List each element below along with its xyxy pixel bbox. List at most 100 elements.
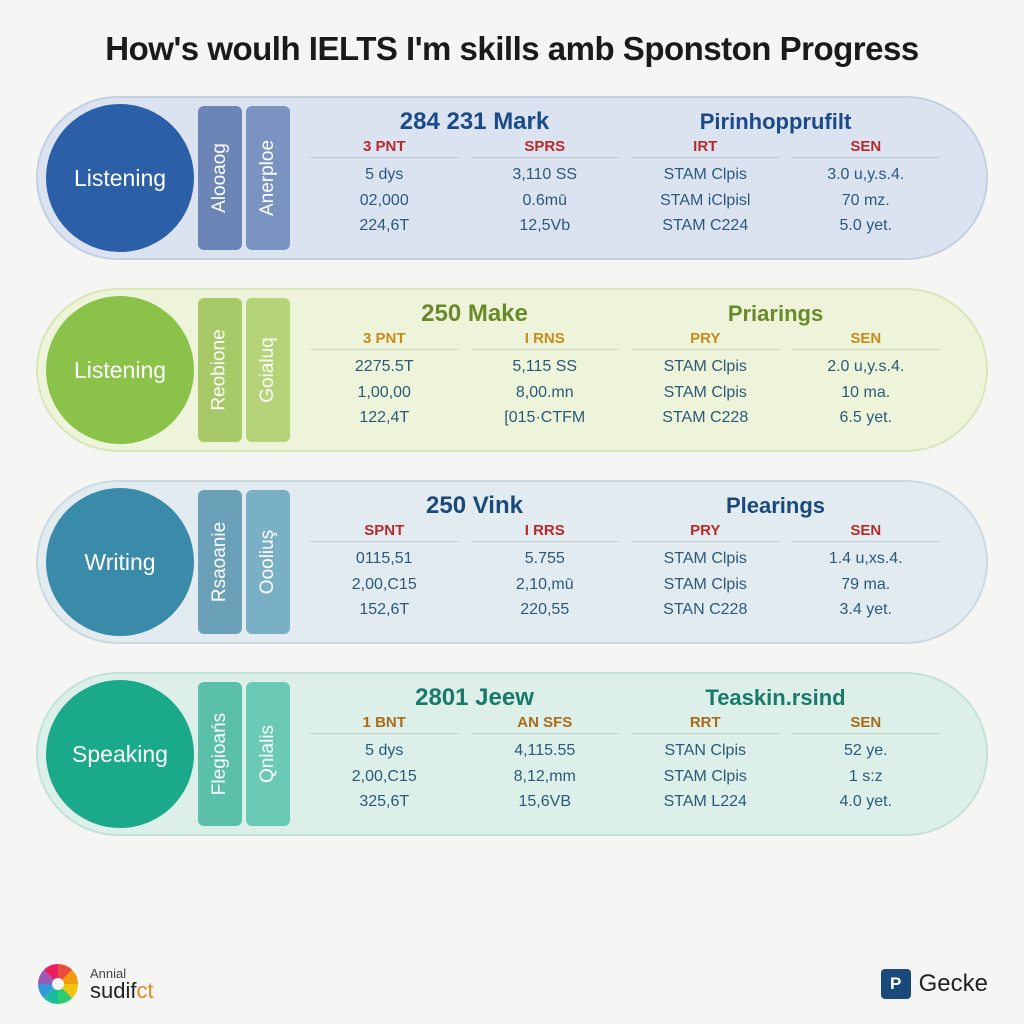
column-value: 0.6mū bbox=[471, 188, 620, 214]
skill-circle: Listening bbox=[46, 296, 194, 444]
column-value: 2275.5T bbox=[310, 354, 459, 380]
column-value: 12,5Vb bbox=[471, 213, 620, 239]
column-header: SEN bbox=[792, 714, 941, 734]
row-content: 250 Vink Plearings SPNT 0115,512,00,C15152,… bbox=[296, 482, 986, 642]
header-right: Pirinhopprufilt bbox=[665, 109, 946, 135]
data-column: 3 PNT5 dys02,000224,6T bbox=[304, 138, 465, 248]
column-value: 5.0 yet. bbox=[792, 213, 941, 239]
column-value: 1.4 u,xs.4. bbox=[792, 546, 941, 572]
header-right: Teaskin.rsind bbox=[665, 685, 946, 711]
column-header: IRT bbox=[631, 138, 780, 158]
vertical-tab: Rsaoanie bbox=[198, 490, 242, 634]
column-value: 1,00,00 bbox=[310, 380, 459, 406]
page-title: How's woulh IELTS I'm skills amb Sponsto… bbox=[36, 30, 988, 68]
column-value: [015·CTFM bbox=[471, 405, 620, 431]
footer: Annial sudifct P Gecke bbox=[36, 962, 988, 1006]
column-value: 224,6T bbox=[310, 213, 459, 239]
row-content: 284 231 MarkPirinhopprufilt3 PNT5 dys02,… bbox=[296, 98, 986, 258]
column-value: 15,6VB bbox=[471, 789, 620, 815]
skill-row: SpeakingFlegioańsQnlalis2801 JeewTeaskin… bbox=[36, 672, 988, 836]
data-column: 3 PNT2275.5T1,00,00122,4T bbox=[304, 330, 465, 440]
column-header: SEN bbox=[792, 522, 941, 542]
column-value: STAM C224 bbox=[631, 213, 780, 239]
column-value: STAN Clpis bbox=[631, 738, 780, 764]
column-value: 70 mz. bbox=[792, 188, 941, 214]
column-header: SEN bbox=[792, 330, 941, 350]
header-right: Plearings bbox=[665, 493, 946, 519]
data-column: SEN 2.0 u,y.s.4.10 ma.6.5 yet. bbox=[786, 330, 947, 440]
column-header: SPRS bbox=[471, 138, 620, 158]
vertical-tab: Goialuq bbox=[246, 298, 290, 442]
vertical-tab: Alooaog bbox=[198, 106, 242, 250]
column-header: SPNT bbox=[310, 522, 459, 542]
column-value: STAM Clpis bbox=[631, 162, 780, 188]
vertical-tab: Qnlalis bbox=[246, 682, 290, 826]
data-column: I RRS5.7552,10,mū220,55 bbox=[465, 522, 626, 632]
column-value: 122,4T bbox=[310, 405, 459, 431]
data-column: IRT STAM ClpisSTAM iClpislSTAM C224 bbox=[625, 138, 786, 248]
column-value: 8,00.mn bbox=[471, 380, 620, 406]
column-value: 4.0 yet. bbox=[792, 789, 941, 815]
column-value: STAN C228 bbox=[631, 597, 780, 623]
vertical-tab: Anerploe bbox=[246, 106, 290, 250]
skill-row: ListeningReobioneGoialuq 250 Make Priaring… bbox=[36, 288, 988, 452]
column-value: 0115,51 bbox=[310, 546, 459, 572]
column-header: 3 PNT bbox=[310, 138, 459, 158]
column-value: 10 ma. bbox=[792, 380, 941, 406]
column-value: STAM Clpis bbox=[631, 764, 780, 790]
header-left: 250 Vink bbox=[364, 492, 625, 520]
skill-circle: Listening bbox=[46, 104, 194, 252]
column-value: 5 dys bbox=[310, 162, 459, 188]
column-header: I RRS bbox=[471, 522, 620, 542]
column-value: 3.4 yet. bbox=[792, 597, 941, 623]
logo-left-line2: sudifct bbox=[90, 980, 154, 1002]
header-right: Priarings bbox=[665, 301, 946, 327]
column-header: AN SFS bbox=[471, 714, 620, 734]
column-value: 152,6T bbox=[310, 597, 459, 623]
column-value: 220,55 bbox=[471, 597, 620, 623]
row-content: 2801 JeewTeaskin.rsind1 BNT5 dys2,00,C15… bbox=[296, 674, 986, 834]
data-column: PRYSTAM ClpisSTAM ClpisSTAN C228 bbox=[625, 522, 786, 632]
data-column: RRT STAN ClpisSTAM ClpisSTAM L224 bbox=[625, 714, 786, 824]
color-wheel-icon bbox=[36, 962, 80, 1006]
column-value: 79 ma. bbox=[792, 572, 941, 598]
vertical-tab: Reobione bbox=[198, 298, 242, 442]
logo-left: Annial sudifct bbox=[36, 962, 154, 1006]
data-column: SPRS 3,110 SS0.6mū12,5Vb bbox=[465, 138, 626, 248]
column-header: 1 BNT bbox=[310, 714, 459, 734]
vertical-tab: Oooliuş bbox=[246, 490, 290, 634]
column-value: 1 s:z bbox=[792, 764, 941, 790]
column-header: RRT bbox=[631, 714, 780, 734]
skill-circle: Speaking bbox=[46, 680, 194, 828]
column-value: 3.0 u,y.s.4. bbox=[792, 162, 941, 188]
column-value: 5 dys bbox=[310, 738, 459, 764]
row-content: 250 Make Priarings 3 PNT2275.5T1,00,00122,… bbox=[296, 290, 986, 450]
data-column: PRYSTAM ClpisSTAM ClpisSTAM C228 bbox=[625, 330, 786, 440]
column-value: 5.755 bbox=[471, 546, 620, 572]
column-value: 2,00,C15 bbox=[310, 572, 459, 598]
header-left: 250 Make bbox=[364, 300, 625, 328]
column-value: 2.0 u,y.s.4. bbox=[792, 354, 941, 380]
logo-right-badge: P bbox=[881, 969, 911, 999]
column-header: I RNS bbox=[471, 330, 620, 350]
skill-row: WritingRsaoanieOooliuş 250 Vink Plearings S… bbox=[36, 480, 988, 644]
data-column: SEN 3.0 u,y.s.4.70 mz.5.0 yet. bbox=[786, 138, 947, 248]
column-header: SEN bbox=[792, 138, 941, 158]
column-value: STAM Clpis bbox=[631, 354, 780, 380]
column-value: STAM Clpis bbox=[631, 572, 780, 598]
column-value: 3,110 SS bbox=[471, 162, 620, 188]
column-value: STAM C228 bbox=[631, 405, 780, 431]
column-header: PRY bbox=[631, 522, 780, 542]
column-value: 52 ye. bbox=[792, 738, 941, 764]
column-value: STAM L224 bbox=[631, 789, 780, 815]
column-value: STAM iClpisl bbox=[631, 188, 780, 214]
header-left: 284 231 Mark bbox=[364, 108, 625, 136]
column-value: 6.5 yet. bbox=[792, 405, 941, 431]
skill-circle: Writing bbox=[46, 488, 194, 636]
column-value: 325,6T bbox=[310, 789, 459, 815]
header-left: 2801 Jeew bbox=[364, 684, 625, 712]
column-value: 8,12,mm bbox=[471, 764, 620, 790]
column-value: 5,115 SS bbox=[471, 354, 620, 380]
data-column: AN SFS4,115.558,12,mm15,6VB bbox=[465, 714, 626, 824]
data-column: SEN 52 ye.1 s:z4.0 yet. bbox=[786, 714, 947, 824]
